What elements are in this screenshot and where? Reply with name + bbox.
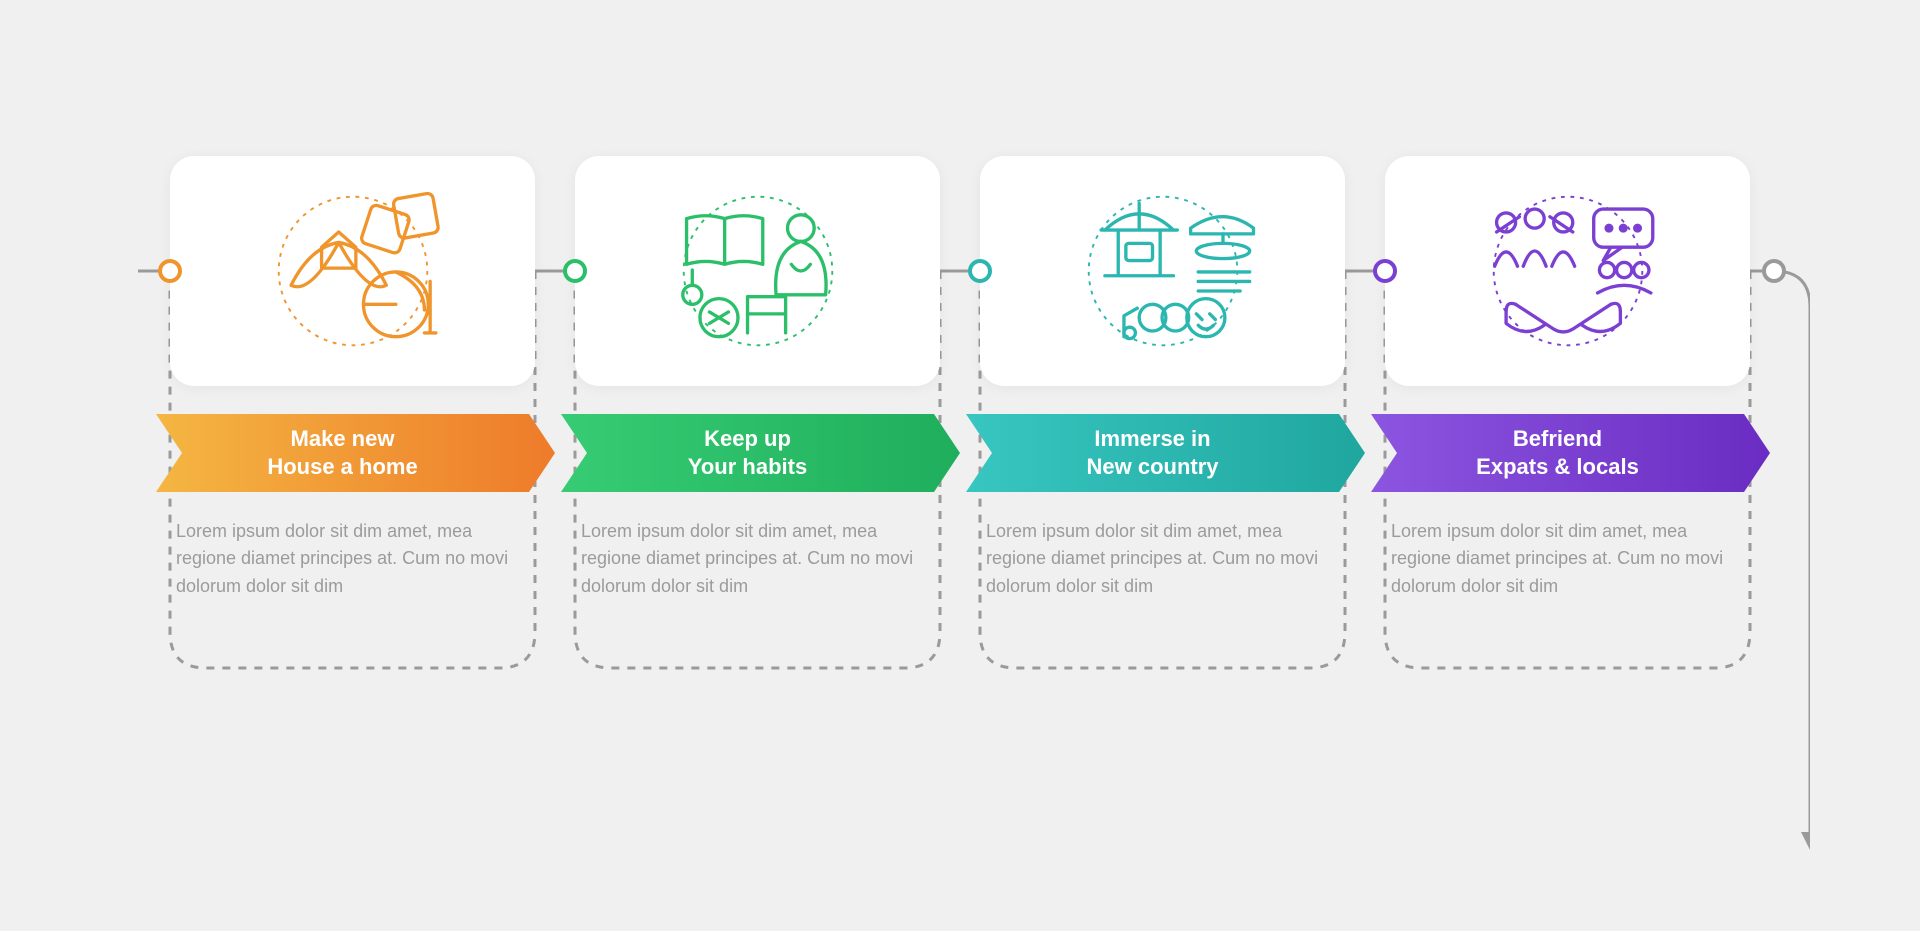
step-4-title-line2: Expats & locals [1476, 453, 1639, 481]
step-1-icon [253, 186, 453, 356]
step-2-title: Keep up Your habits [575, 414, 940, 492]
step-4-node-dot [1373, 259, 1397, 283]
step-3-arrow: Immerse in New country [980, 414, 1345, 492]
step-1-node-dot [158, 259, 182, 283]
step-2-node-dot [563, 259, 587, 283]
step-4-icon-card [1385, 156, 1750, 386]
terminal-node-dot [1762, 259, 1786, 283]
step-3-title-line2: New country [1086, 453, 1218, 481]
step-4-arrow: Befriend Expats & locals [1385, 414, 1750, 492]
step-1-icon-card [170, 156, 535, 386]
step-3-icon-card [980, 156, 1345, 386]
step-1-desc: Lorem ipsum dolor sit dim amet, mea regi… [170, 518, 535, 602]
step-2: Keep up Your habits Lorem ipsum dolor si… [575, 76, 940, 856]
step-2-arrow: Keep up Your habits [575, 414, 940, 492]
step-3-title-line1: Immerse in [1094, 425, 1210, 453]
step-2-desc: Lorem ipsum dolor sit dim amet, mea regi… [575, 518, 940, 602]
step-1-title-line2: House a home [267, 453, 417, 481]
step-4: Befriend Expats & locals Lorem ipsum dol… [1385, 76, 1750, 856]
step-1-title-line1: Make new [291, 425, 395, 453]
step-4-title-line1: Befriend [1513, 425, 1602, 453]
step-3-node-dot [968, 259, 992, 283]
step-4-desc: Lorem ipsum dolor sit dim amet, mea regi… [1385, 518, 1750, 602]
step-2-icon [658, 186, 858, 356]
step-1-arrow: Make new House a home [170, 414, 535, 492]
step-1-title: Make new House a home [170, 414, 535, 492]
step-3: Immerse in New country Lorem ipsum dolor… [980, 76, 1345, 856]
step-2-icon-card [575, 156, 940, 386]
step-3-desc: Lorem ipsum dolor sit dim amet, mea regi… [980, 518, 1345, 602]
step-4-icon [1468, 186, 1668, 356]
step-1: Make new House a home Lorem ipsum dolor … [170, 76, 535, 856]
step-2-title-line1: Keep up [704, 425, 791, 453]
step-3-icon [1063, 186, 1263, 356]
step-3-title: Immerse in New country [980, 414, 1345, 492]
infographic-stage: Make new House a home Lorem ipsum dolor … [110, 76, 1810, 856]
step-4-title: Befriend Expats & locals [1385, 414, 1750, 492]
step-2-title-line2: Your habits [688, 453, 807, 481]
steps-row: Make new House a home Lorem ipsum dolor … [110, 76, 1810, 856]
